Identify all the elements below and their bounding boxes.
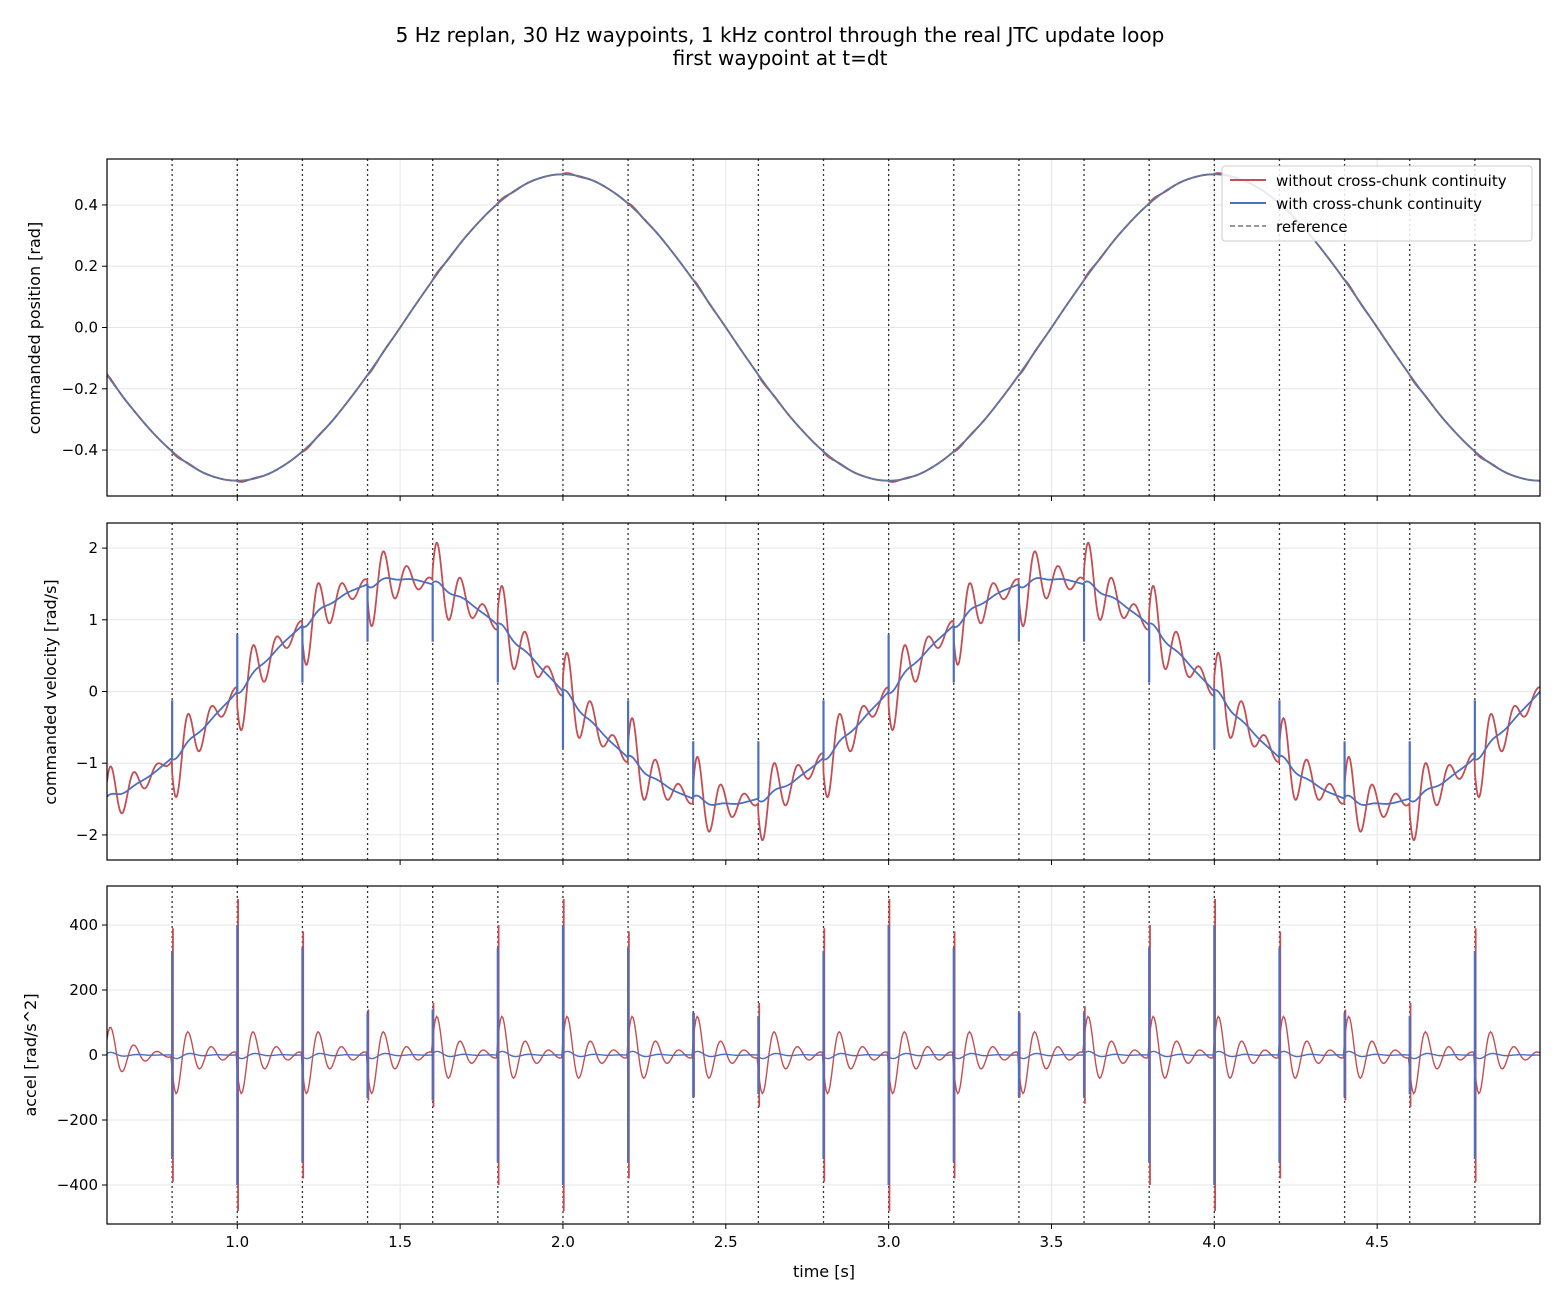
y-tick-label: −2 <box>76 826 98 844</box>
y-axis-label-position: commanded position [rad] <box>25 222 44 434</box>
x-tick-label: 1.5 <box>388 1233 412 1251</box>
x-tick-label: 4.0 <box>1202 1233 1226 1251</box>
plot-area <box>107 541 1540 842</box>
y-tick-label: 400 <box>69 916 98 934</box>
y-axis-label-velocity: commanded velocity [rad/s] <box>41 579 60 804</box>
y-tick-label: −200 <box>57 1111 98 1129</box>
plot-area <box>107 899 1540 1211</box>
y-tick-label: −0.4 <box>62 441 98 459</box>
series-line-without-continuity <box>107 541 1540 842</box>
x-tick-label: 3.5 <box>1040 1233 1064 1251</box>
y-tick-label: −400 <box>57 1176 98 1194</box>
y-tick-label: −0.2 <box>62 380 98 398</box>
legend-box <box>1221 165 1533 242</box>
y-tick-label: 1 <box>88 611 98 629</box>
x-tick-label: 3.0 <box>877 1233 901 1251</box>
x-tick-label: 2.0 <box>551 1233 575 1251</box>
series-line-with-continuity <box>107 577 1540 806</box>
acceleration-panel: 400 200 0 −200 −400 1.0 1.5 2.0 2.5 3.0 3.5 4.0 4.5 <box>57 885 1541 1251</box>
figure-title-line1: 5 Hz replan, 30 Hz waypoints, 1 kHz cont… <box>396 23 1165 47</box>
legend-label-with: with cross-chunk continuity <box>1276 195 1482 213</box>
velocity-panel: 2 1 0 −1 −2 <box>76 522 1541 865</box>
y-tick-label: 0 <box>88 683 98 701</box>
x-tick-label: 4.5 <box>1365 1233 1389 1251</box>
y-tick-label: 0.0 <box>74 319 98 337</box>
y-axis-label-acceleration: accel [rad/s^2] <box>21 993 40 1116</box>
y-tick-label: 0 <box>88 1046 98 1064</box>
x-tick-label: 1.0 <box>225 1233 249 1251</box>
position-panel: 0.4 0.2 0.0 −0.2 −0.4 <box>62 158 1541 501</box>
y-tick-label: −1 <box>76 754 98 772</box>
figure-title-line2: first waypoint at t=dt <box>673 46 888 70</box>
legend-label-without: without cross-chunk continuity <box>1276 172 1507 190</box>
legend-label-reference: reference <box>1276 218 1348 236</box>
legend: without cross-chunk continuity with cros… <box>1221 165 1533 242</box>
y-tick-label: 2 <box>88 539 98 557</box>
y-tick-label: 0.2 <box>74 257 98 275</box>
x-axis-label: time [s] <box>793 1262 855 1281</box>
x-tick-label: 2.5 <box>714 1233 738 1251</box>
y-tick-label: 0.4 <box>74 196 98 214</box>
y-tick-label: 200 <box>69 981 98 999</box>
